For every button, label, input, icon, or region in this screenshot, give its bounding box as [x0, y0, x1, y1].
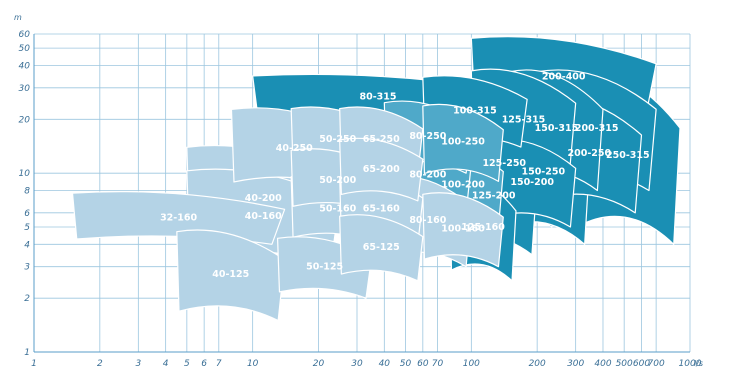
- pump-regions: [71, 36, 681, 322]
- y-tick-label: 1: [24, 348, 30, 358]
- x-tick-label: 3: [135, 359, 141, 369]
- x-unit-label: l/s: [694, 359, 703, 368]
- region-100-250: [422, 103, 504, 182]
- region-label: 125-315: [502, 114, 546, 125]
- y-tick-label: 6: [24, 209, 30, 219]
- x-tick-label: 40: [379, 359, 391, 369]
- x-tick-label: 6: [201, 359, 207, 369]
- x-tick-label: 600: [633, 359, 650, 369]
- x-tick-label: 20: [313, 359, 325, 369]
- x-tick-label: 60: [417, 359, 429, 369]
- y-tick-label: 4: [24, 240, 30, 250]
- region-label: 50-200: [319, 175, 356, 186]
- x-tick-label: 1: [31, 359, 37, 369]
- x-tick-label: 200: [529, 359, 546, 369]
- x-tick-label: 7: [216, 359, 222, 369]
- y-tick-label: 10: [19, 169, 31, 179]
- region-label: 200-250: [568, 148, 612, 159]
- y-tick-label: 3: [24, 263, 30, 273]
- region-label: 50-125: [306, 262, 343, 273]
- region-label: 80-315: [359, 92, 396, 103]
- region-label: 65-160: [363, 204, 400, 215]
- region-label: 200-400: [542, 72, 586, 83]
- region-label: 200-315: [575, 123, 619, 134]
- region-label: 80-200: [409, 170, 446, 181]
- y-tick-label: 50: [19, 44, 31, 54]
- x-tick-label: 100: [463, 359, 480, 369]
- region-label: 80-160: [409, 215, 446, 226]
- x-tick-label: 50: [400, 359, 412, 369]
- region-label: 50-250: [319, 134, 356, 145]
- region-label: 40-250: [276, 143, 313, 154]
- x-tick-label: 30: [351, 359, 363, 369]
- region-label: 40-200: [245, 193, 282, 204]
- x-tick-label: 500: [616, 359, 633, 369]
- region-label: 125-160: [461, 222, 505, 233]
- y-tick-label: 8: [24, 186, 30, 196]
- x-tick-label: 1000: [679, 359, 702, 369]
- region-label: 65-200: [363, 164, 400, 175]
- region-label: 100-160: [441, 224, 485, 235]
- region-32-160: [71, 191, 286, 245]
- region-label: 125-250: [482, 158, 526, 169]
- x-tick-label: 70: [432, 359, 444, 369]
- region-label: 65-250: [363, 134, 400, 145]
- region-label: 32-160: [160, 212, 197, 223]
- region-40-125: [176, 229, 286, 322]
- region-labels: 32-160 40-125 40-160 40-200 40-250 50-125 50-1…: [160, 72, 650, 280]
- y-unit-label: m: [14, 13, 22, 22]
- x-tick-label: 400: [594, 359, 611, 369]
- region-label: 80-250: [409, 131, 446, 142]
- region-label: 250-315: [606, 150, 650, 161]
- region-label: 150-200: [510, 177, 554, 188]
- x-tick-label: 5: [184, 359, 190, 369]
- region-label: 65-125: [363, 242, 400, 253]
- region-label: 125-200: [472, 191, 516, 202]
- x-tick-label: 10: [247, 359, 259, 369]
- region-65-125: [339, 214, 424, 282]
- x-tick-label: 2: [97, 359, 103, 369]
- region-100-160: [422, 192, 504, 268]
- y-tick-label: 40: [19, 61, 31, 71]
- region-label: 40-160: [245, 211, 282, 222]
- region-label: 100-250: [441, 137, 485, 148]
- region-label: 100-315: [453, 105, 497, 116]
- y-tick-label: 20: [19, 115, 31, 125]
- y-tick-label: 60: [19, 30, 31, 40]
- region-label: 100-200: [441, 179, 485, 190]
- y-tick-label: 30: [19, 84, 31, 94]
- x-tick-label: 300: [567, 359, 584, 369]
- region-label: 40-125: [212, 269, 249, 280]
- y-tick-label: 5: [24, 223, 30, 233]
- axes: 1 2 3 4 5 6 7 10 20 30 40 50 60 70 100 200 300 400 500 6007…: [14, 13, 703, 369]
- region-label: 150-250: [521, 167, 565, 178]
- region-label: 50-160: [319, 204, 356, 215]
- x-tick-label: 700: [648, 359, 665, 369]
- y-tick-label: 2: [24, 294, 30, 304]
- region-65-200: [339, 137, 424, 202]
- x-tick-label: 4: [163, 359, 169, 369]
- region-label: 150-315: [535, 123, 579, 134]
